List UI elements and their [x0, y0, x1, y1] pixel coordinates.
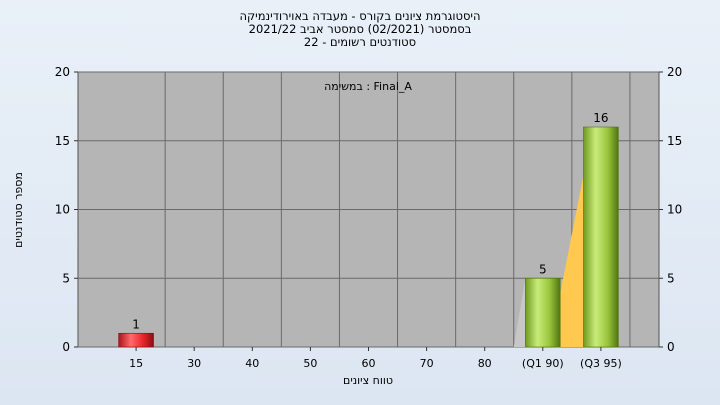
bar-value-label: 16 [593, 111, 608, 125]
x-tick-label: (Q1 90) [522, 357, 564, 370]
y-tick-label-right: 0 [667, 340, 675, 354]
task-annotation: Final_A : במשימה [324, 80, 412, 93]
y-tick-label-left: 15 [55, 134, 70, 148]
x-tick-label: 60 [362, 357, 376, 370]
x-tick-label: 15 [129, 357, 143, 370]
x-tick-label: 30 [187, 357, 201, 370]
x-tick-label: 80 [478, 357, 492, 370]
y-tick-label-right: 15 [667, 134, 682, 148]
x-tick-label: 50 [303, 357, 317, 370]
y-tick-label-right: 10 [667, 203, 682, 217]
bar-value-label: 5 [539, 262, 547, 276]
y-axis-label: מספר סטודנטים [12, 172, 25, 248]
x-axis-label: טווח ציונים [343, 374, 393, 387]
x-tick-label: (Q3 95) [580, 357, 622, 370]
quartile-band [513, 175, 584, 347]
histogram-bar [525, 277, 561, 348]
quartile-wedge-grey [513, 278, 526, 347]
chart-enrolled-count: סטודנטים רשומים - 22 [303, 35, 417, 49]
y-tick-label-left: 0 [62, 340, 70, 354]
x-tick-label: 40 [245, 357, 259, 370]
y-tick-label-left: 20 [55, 65, 70, 79]
histogram-bar [118, 332, 154, 348]
y-tick-label-right: 5 [667, 271, 675, 285]
y-tick-label-left: 5 [62, 271, 70, 285]
quartile-fill-yellow [560, 175, 584, 347]
chart-title: היסטוגרמת ציונים בקורס - מעבדה באוירודינ… [239, 9, 481, 23]
y-tick-label-right: 20 [667, 65, 682, 79]
chart-header: היסטוגרמת ציונים בקורס - מעבדה באוירודינ… [0, 10, 720, 49]
histogram-bar [583, 126, 619, 348]
chart-semester: בסמסטר (02/2021) סמסטר אביב 2021/22 [248, 22, 472, 36]
y-tick-label-left: 10 [55, 203, 70, 217]
bar-value-label: 1 [132, 317, 140, 331]
x-tick-label: 70 [420, 357, 434, 370]
grid-lines [78, 71, 659, 348]
